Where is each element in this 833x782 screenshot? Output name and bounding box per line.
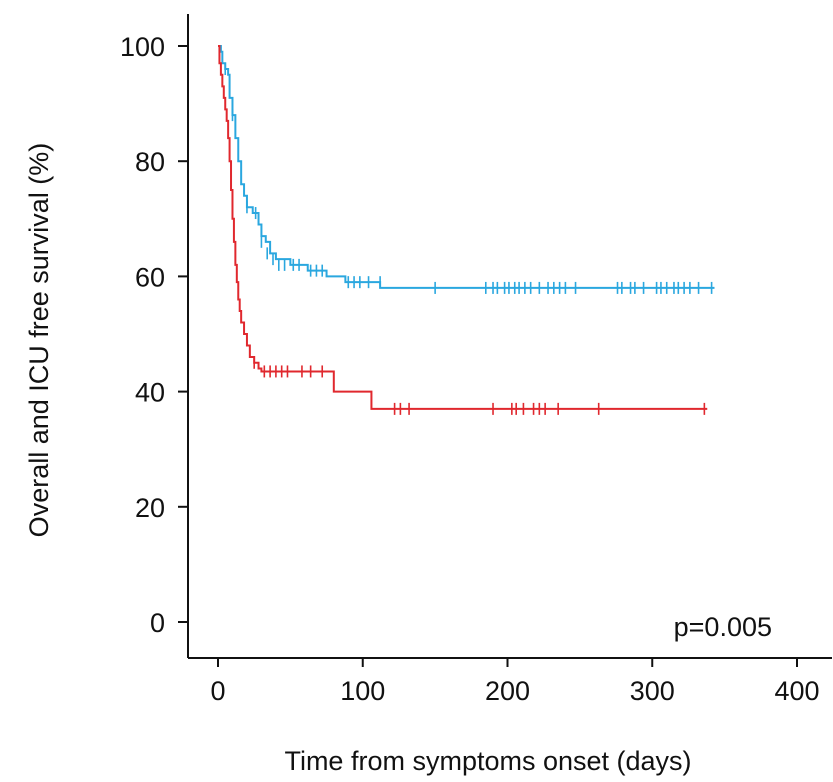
x-tick-label-0: 0 — [210, 676, 225, 706]
series-1 — [218, 45, 708, 415]
x-tick-label-400: 400 — [774, 676, 819, 706]
axes — [187, 14, 832, 659]
x-tick-label-200: 200 — [485, 676, 530, 706]
y-tick-label-20: 20 — [135, 493, 165, 523]
x-axis-label: Time from symptoms onset (days) — [284, 746, 691, 776]
y-tick-label-100: 100 — [120, 32, 165, 62]
y-tick-label-0: 0 — [150, 608, 165, 638]
x-tick-label-100: 100 — [340, 676, 385, 706]
y-ticks: 0 20 40 60 80 100 — [120, 32, 188, 638]
y-tick-label-60: 60 — [135, 262, 165, 292]
x-ticks: 0 100 200 300 400 — [210, 658, 820, 706]
series-0-curve — [218, 45, 715, 289]
y-axis-label: Overall and ICU free survival (%) — [24, 143, 54, 538]
series-1-curve — [218, 45, 708, 410]
p-value-annotation: p=0.005 — [674, 612, 772, 642]
y-tick-label-80: 80 — [135, 147, 165, 177]
series-0 — [218, 45, 715, 294]
y-tick-label-40: 40 — [135, 378, 165, 408]
series-layer — [218, 45, 715, 415]
x-tick-label-300: 300 — [630, 676, 675, 706]
